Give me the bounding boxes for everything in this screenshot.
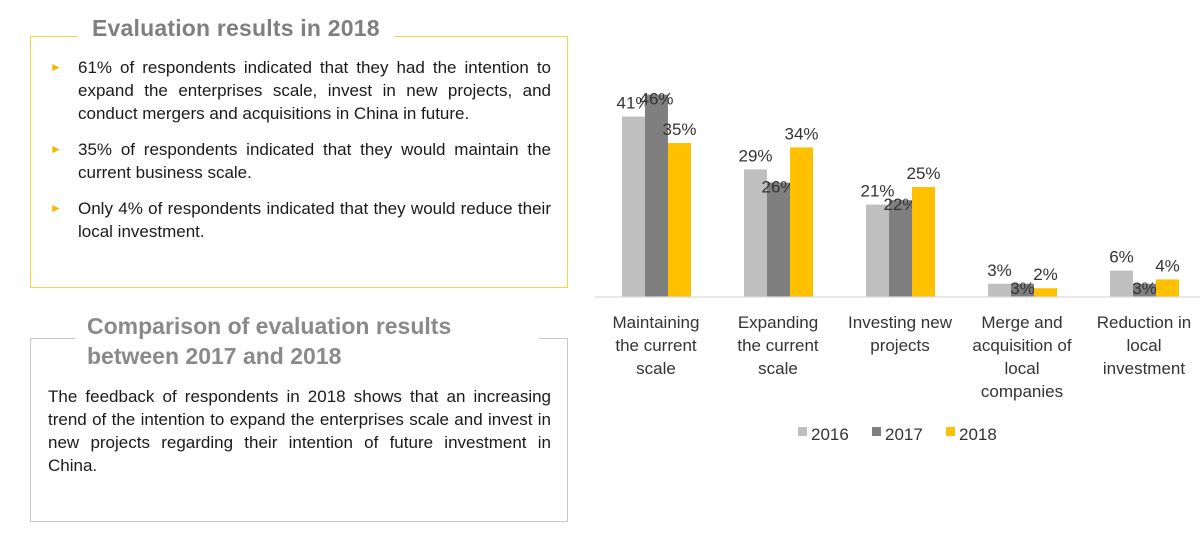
data-label: 21% <box>860 182 894 201</box>
bar-2017-0 <box>645 94 668 297</box>
comparison-title: Comparison of evaluation results between… <box>75 311 539 371</box>
category-tick-label: Reduction in <box>1097 313 1192 332</box>
bullet-item: ► 61% of respondents indicated that they… <box>48 56 551 125</box>
data-label: 2% <box>1033 265 1058 284</box>
bar-2018-3 <box>1034 288 1057 297</box>
data-label: 4% <box>1155 256 1180 275</box>
data-label: 3% <box>1132 279 1157 298</box>
bar-2018-2 <box>912 187 935 297</box>
data-label: 26% <box>761 178 795 197</box>
category-tick-label: local <box>1005 359 1040 378</box>
legend-swatch <box>798 427 807 436</box>
bar-2016-3 <box>988 283 1011 297</box>
bullet-arrow-icon: ► <box>50 142 62 156</box>
bar-2016-2 <box>866 204 889 297</box>
bullet-arrow-icon: ► <box>50 60 62 74</box>
data-label: 35% <box>662 120 696 139</box>
bullet-item: ► Only 4% of respondents indicated that … <box>48 197 551 243</box>
bar-2016-0 <box>622 116 645 297</box>
bar-2016-1 <box>744 169 767 297</box>
bar-2017-3 <box>1011 283 1034 297</box>
bar-2017-1 <box>767 182 790 297</box>
category-tick-label: scale <box>636 359 676 378</box>
bar-2018-1 <box>790 147 813 297</box>
data-label: 6% <box>1109 248 1134 267</box>
data-label: 25% <box>906 164 940 183</box>
category-tick-label: Maintaining <box>613 313 700 332</box>
category-tick-label: investment <box>1103 359 1185 378</box>
legend-label: 2018 <box>959 425 997 444</box>
bar-2016-4 <box>1110 270 1133 297</box>
legend-label: 2017 <box>885 425 923 444</box>
category-tick-label: acquisition of <box>972 336 1072 355</box>
category-tick-label: the current <box>615 336 697 355</box>
category-tick-label: projects <box>870 336 930 355</box>
data-label: 29% <box>738 146 772 165</box>
legend-label: 2016 <box>811 425 849 444</box>
category-tick-label: Merge and <box>981 313 1062 332</box>
investment-intention-bar-chart: 41%46% 35% Maintaining the current scale 29% 2… <box>595 90 1200 444</box>
data-label: 46% <box>639 90 673 109</box>
bullet-text: 61% of respondents indicated that they h… <box>78 58 551 123</box>
legend-swatch <box>872 427 881 436</box>
comparison-text: The feedback of respondents in 2018 show… <box>48 387 551 475</box>
bar-2017-2 <box>889 200 912 297</box>
bar-2017-4 <box>1133 283 1156 297</box>
evaluation-bullet-list: ► 61% of respondents indicated that they… <box>48 56 551 256</box>
data-label: 34% <box>784 124 818 143</box>
bullet-text: 35% of respondents indicated that they w… <box>78 140 551 182</box>
data-label: 3% <box>987 261 1012 280</box>
category-tick-label: Investing new <box>848 313 953 332</box>
bullet-item: ► 35% of respondents indicated that they… <box>48 138 551 184</box>
bullet-arrow-icon: ► <box>50 201 62 215</box>
category-tick-label: scale <box>758 359 798 378</box>
data-label: 41% <box>616 94 650 113</box>
legend-swatch <box>946 427 955 436</box>
bar-2018-4 <box>1156 279 1179 297</box>
evaluation-results-title: Evaluation results in 2018 <box>78 15 394 42</box>
bar-2018-0 <box>668 143 691 297</box>
data-label: 3% <box>1010 279 1035 298</box>
category-tick-label: companies <box>981 382 1063 401</box>
category-tick-label: the current <box>737 336 819 355</box>
data-label: 22% <box>883 195 917 214</box>
category-tick-label: Expanding <box>738 313 818 332</box>
bullet-text: Only 4% of respondents indicated that th… <box>78 199 551 241</box>
category-tick-label: local <box>1127 336 1162 355</box>
